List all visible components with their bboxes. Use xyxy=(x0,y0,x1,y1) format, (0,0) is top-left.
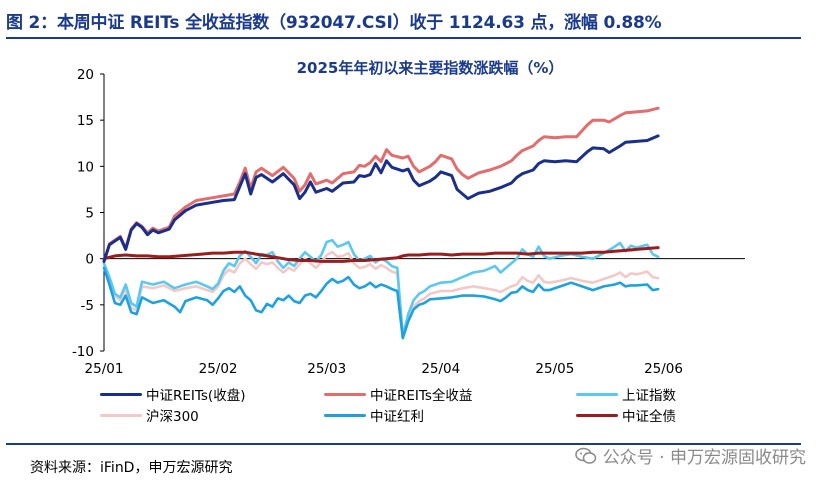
legend-swatch xyxy=(100,413,142,417)
legend-item: 中证REITs全收益 xyxy=(324,385,473,404)
y-tick-label: 5 xyxy=(85,206,94,222)
watermark-text: 公众号 · 申万宏源固收研究 xyxy=(602,448,806,468)
legend-label: 中证REITs(收盘) xyxy=(146,388,246,404)
series-line-1 xyxy=(102,106,660,263)
legend-item: 中证全债 xyxy=(576,406,676,425)
legend-swatch xyxy=(576,392,618,396)
watermark: 公众号 · 申万宏源固收研究 xyxy=(575,443,806,468)
legend-swatch xyxy=(324,413,366,417)
x-tick-label: 25/04 xyxy=(421,361,460,377)
legend-label: 上证指数 xyxy=(622,388,676,404)
series-line-3 xyxy=(102,250,660,334)
chart-series xyxy=(102,106,660,340)
legend-item: 上证指数 xyxy=(576,385,676,404)
legend-swatch xyxy=(576,413,618,417)
y-tick-label: 0 xyxy=(85,252,94,268)
y-tick-label: 15 xyxy=(77,113,94,129)
x-tick-label: 25/06 xyxy=(644,361,683,377)
series-line-5 xyxy=(102,246,660,263)
x-tick-label: 25/03 xyxy=(307,361,346,377)
wechat-icon xyxy=(575,447,597,464)
legend-item: 中证红利 xyxy=(324,406,424,425)
legend-item: 中证REITs(收盘) xyxy=(100,385,246,404)
y-tick-label: 10 xyxy=(77,159,94,175)
y-tick-label: -5 xyxy=(81,298,94,314)
legend-item: 沪深300 xyxy=(100,406,199,425)
chart-title: 2025年年初以来主要指数涨跌幅（%） xyxy=(296,59,564,77)
header-divider xyxy=(6,37,801,39)
legend-label: 沪深300 xyxy=(146,409,199,425)
y-tick-label: 20 xyxy=(77,67,94,83)
series-line-0 xyxy=(102,134,660,263)
footer-divider xyxy=(6,443,801,445)
figure-title: 图 2：本周中证 REITs 全收益指数（932047.CSI）收于 1124.… xyxy=(6,13,662,33)
source-note: 资料来源：iFinD，申万宏源研究 xyxy=(30,460,233,476)
y-tick-label: -10 xyxy=(72,344,94,360)
legend-label: 中证全债 xyxy=(622,409,676,425)
x-tick-label: 25/01 xyxy=(85,361,124,377)
legend-swatch xyxy=(324,392,366,396)
legend-label: 中证REITs全收益 xyxy=(370,388,473,404)
x-tick-label: 25/05 xyxy=(535,361,574,377)
series-line-4 xyxy=(102,266,660,340)
legend-swatch xyxy=(100,392,142,396)
legend-label: 中证红利 xyxy=(370,409,424,425)
x-tick-label: 25/02 xyxy=(199,361,238,377)
